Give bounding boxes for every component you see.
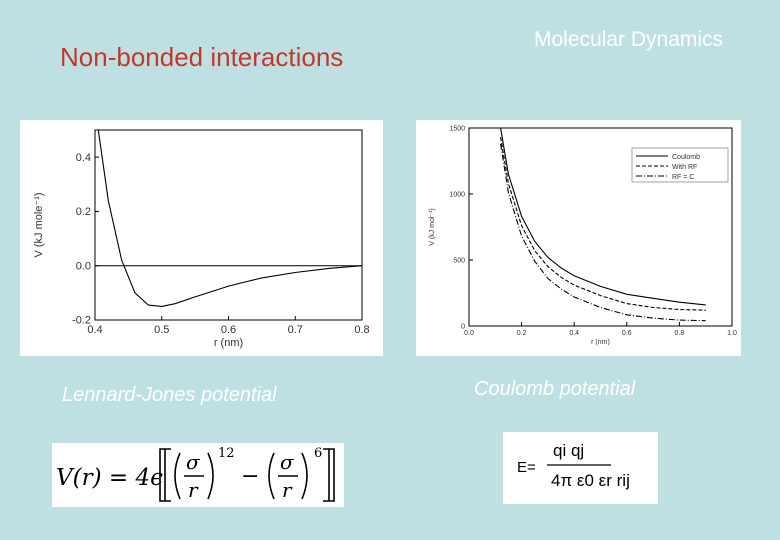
x-tick-label: 0.6 xyxy=(622,330,632,337)
coulomb-plot-panel: 0.0 0.2 0.4 0.6 0.8 1.0 0 500 1000 1500 r (nm) V (k… xyxy=(416,120,741,356)
y-tick-label: 0.2 xyxy=(76,206,91,218)
lj-eq-minus: − xyxy=(241,464,259,489)
x-tick-label: 0.4 xyxy=(87,324,102,336)
x-tick-label: 0.7 xyxy=(288,324,303,336)
lj-chart: 0.4 0.5 0.6 0.7 0.8 -0.2 0.0 0.2 0.4 r (nm) V (kJ … xyxy=(33,129,370,349)
lj-equation: V(r) = 4ϵ σ r 12 − σ r 6 xyxy=(52,443,344,507)
lj-eq-exp-6: 6 xyxy=(314,446,322,461)
slide-title: Non-bonded interactions xyxy=(60,42,344,72)
x-axis-label: r (nm) xyxy=(214,337,243,349)
x-tick-label: 0.0 xyxy=(464,330,474,337)
legend-entry: With RF xyxy=(672,164,697,171)
lj-eq-exp-12: 12 xyxy=(218,446,235,461)
y-axis-label: V (kJ mol⁻¹) xyxy=(429,208,436,246)
coulomb-eq-lhs: E= xyxy=(517,459,536,476)
y-tick-label: -0.2 xyxy=(72,315,91,327)
section-title: Molecular Dynamics xyxy=(534,28,724,51)
coulomb-caption: Coulomb potential xyxy=(474,378,636,400)
series-line-1 xyxy=(500,127,706,306)
x-tick-label: 0.8 xyxy=(354,324,369,336)
coulomb-equation: E= qi qj 4π ε0 εr rij xyxy=(503,432,658,504)
series-line-3 xyxy=(500,143,706,322)
x-tick-label: 0.5 xyxy=(154,324,169,336)
y-axis-label: V (kJ mole⁻¹) xyxy=(33,192,45,257)
plot-frame xyxy=(94,129,363,321)
y-tick-label: 0.4 xyxy=(76,152,91,164)
x-tick-label: 0.6 xyxy=(221,324,236,336)
lj-equation-svg: V(r) = 4ϵ σ r 12 − σ r 6 xyxy=(56,446,335,502)
lj-plot-panel: 0.4 0.5 0.6 0.7 0.8 -0.2 0.0 0.2 0.4 r (nm) V (kJ … xyxy=(20,120,383,356)
coulomb-chart: 0.0 0.2 0.4 0.6 0.8 1.0 0 500 1000 1500 r (nm) V (k… xyxy=(429,125,737,346)
plot-frame xyxy=(468,127,733,327)
x-tick-label: 0.8 xyxy=(675,330,685,337)
y-tick-label: 0 xyxy=(461,323,465,330)
series-line-2 xyxy=(500,137,706,311)
lj-eq-sigma-2: σ xyxy=(280,450,295,474)
y-tick-label: 1000 xyxy=(449,191,465,198)
lj-eq-lhs: V(r) = 4ϵ xyxy=(56,465,163,491)
x-tick-label: 1.0 xyxy=(727,330,737,337)
coulomb-equation-svg: E= qi qj 4π ε0 εr rij xyxy=(517,441,630,490)
series-line-1 xyxy=(97,129,363,307)
lj-caption: Lennard-Jones potential xyxy=(62,384,277,406)
legend-entry: Coulomb xyxy=(672,154,700,161)
legend-entry: RF = C xyxy=(672,174,694,181)
lj-eq-sigma-1: σ xyxy=(186,450,201,474)
y-tick-label: 0.0 xyxy=(76,260,91,272)
coulomb-eq-numerator: qi qj xyxy=(553,441,584,460)
y-tick-label: 500 xyxy=(453,257,465,264)
y-tick-label: 1500 xyxy=(449,125,465,132)
lj-eq-r-2: r xyxy=(282,478,293,502)
lj-eq-r-1: r xyxy=(188,478,199,502)
x-tick-label: 0.4 xyxy=(569,330,579,337)
coulomb-eq-denominator: 4π ε0 εr rij xyxy=(551,471,630,490)
x-tick-label: 0.2 xyxy=(517,330,527,337)
x-axis-label: r (nm) xyxy=(591,339,610,346)
